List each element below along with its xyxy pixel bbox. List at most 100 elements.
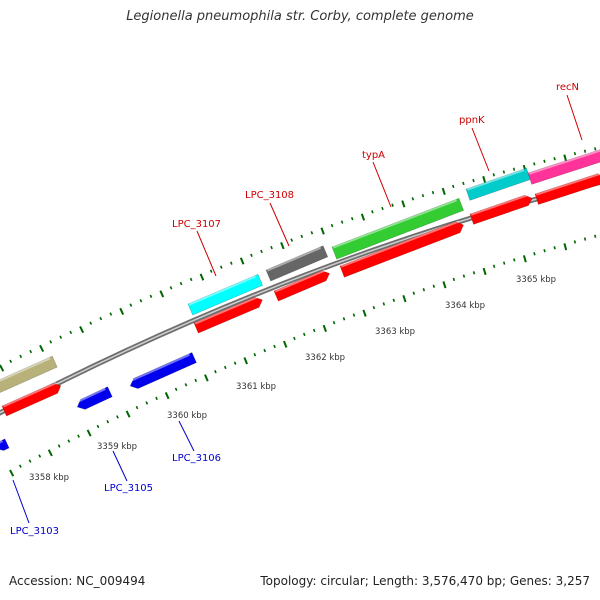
- tick-mark: [553, 157, 556, 161]
- tick-mark: [352, 313, 356, 317]
- tick-mark: [401, 200, 406, 208]
- gene-feature-forward: [187, 273, 264, 316]
- tick-mark: [533, 162, 536, 166]
- tick-mark: [330, 223, 334, 228]
- tick-mark: [362, 309, 367, 317]
- tick-mark: [239, 257, 245, 265]
- gene-feature-reverse: [128, 352, 197, 389]
- tick-mark: [149, 294, 153, 299]
- tick-mark: [310, 231, 314, 235]
- tick-mark: [322, 324, 327, 333]
- gene-feature-forward: [465, 167, 531, 201]
- tick-mark: [106, 419, 110, 424]
- tick-mark: [573, 151, 577, 156]
- label-leader-line: [566, 94, 583, 141]
- tick-mark: [223, 365, 227, 370]
- tick-mark: [412, 291, 416, 295]
- inner-tick-ring: [9, 234, 597, 477]
- gene-label-reverse: LPC_3103: [10, 526, 59, 537]
- tick-mark: [320, 227, 325, 235]
- tick-mark: [194, 378, 198, 383]
- tick-mark: [139, 299, 143, 303]
- tick-mark: [179, 281, 183, 286]
- tick-mark: [67, 439, 71, 443]
- tick-mark: [340, 220, 344, 224]
- tick-mark: [96, 424, 100, 429]
- tick-mark: [533, 252, 536, 256]
- kbp-label: 3361 kbp: [236, 382, 276, 392]
- tick-mark: [233, 361, 237, 365]
- tick-mark: [462, 274, 466, 278]
- tick-mark: [371, 210, 374, 214]
- tick-mark: [543, 159, 546, 163]
- tick-mark: [312, 328, 316, 333]
- kbp-label: 3364 kbp: [445, 301, 485, 311]
- tick-mark: [79, 325, 85, 334]
- gene-label-reverse: LPC_3106: [172, 453, 221, 464]
- tick-mark: [431, 190, 435, 195]
- tick-mark: [164, 392, 170, 400]
- tick-mark: [583, 237, 587, 241]
- tick-mark: [260, 249, 263, 254]
- label-leader-line: [269, 202, 290, 247]
- accession-text: Accession: NC_009494: [9, 574, 146, 588]
- gene-feature-forward: [527, 147, 600, 185]
- cds-feature: [339, 220, 464, 278]
- tick-mark: [482, 267, 487, 276]
- label-leader-line: [178, 420, 195, 452]
- gene-label-forward: ppnK: [459, 115, 485, 126]
- tick-mark: [57, 444, 61, 448]
- tick-mark: [89, 321, 93, 325]
- tick-mark: [382, 302, 386, 306]
- tick-mark: [39, 344, 45, 353]
- tick-mark: [199, 273, 205, 281]
- cds-feature: [1, 382, 62, 417]
- tick-mark: [381, 206, 384, 211]
- tick-mark: [350, 216, 354, 221]
- tick-mark: [422, 288, 426, 292]
- tick-mark: [391, 203, 394, 207]
- tick-mark: [452, 184, 455, 189]
- tick-mark: [442, 281, 447, 289]
- tick-mark: [583, 149, 587, 153]
- label-leader-line: [112, 450, 128, 482]
- kbp-label: 3363 kbp: [375, 327, 415, 337]
- tick-mark: [49, 340, 53, 344]
- tick-mark: [594, 234, 597, 238]
- tick-mark: [594, 147, 597, 151]
- tick-mark: [38, 454, 42, 458]
- kbp-label: 3358 kbp: [29, 473, 69, 483]
- tick-mark: [69, 330, 73, 335]
- backbone-line: [0, 179, 600, 416]
- tick-mark: [243, 357, 248, 365]
- tick-mark: [573, 240, 577, 244]
- tick-mark: [482, 175, 487, 184]
- cds-feature: [469, 194, 533, 225]
- tick-mark: [86, 429, 92, 437]
- backbone-highlight: [0, 181, 600, 414]
- tick-mark: [145, 401, 149, 405]
- gene-label-forward: recN: [556, 82, 579, 93]
- tick-mark: [59, 335, 63, 339]
- tick-mark: [512, 167, 516, 171]
- label-leader-line: [471, 127, 490, 172]
- tick-mark: [18, 464, 22, 468]
- tick-mark: [492, 264, 496, 268]
- tick-mark: [502, 170, 506, 174]
- tick-mark: [116, 415, 119, 419]
- tick-mark: [332, 321, 336, 325]
- gene-label-forward: LPC_3107: [172, 219, 221, 230]
- cds-feature: [193, 296, 263, 334]
- tick-mark: [250, 253, 253, 257]
- tick-mark: [270, 245, 273, 250]
- tick-mark: [522, 255, 527, 263]
- tick-mark: [441, 187, 446, 195]
- tick-mark: [209, 269, 213, 273]
- tick-mark: [174, 387, 178, 392]
- gene-labels: 3358 kbp 3359 kbp 3360 kbp 3361 kbp 3362 kbp…: [10, 82, 583, 537]
- tick-mark: [502, 261, 506, 265]
- tick-mark: [372, 305, 376, 310]
- tick-mark: [125, 410, 131, 418]
